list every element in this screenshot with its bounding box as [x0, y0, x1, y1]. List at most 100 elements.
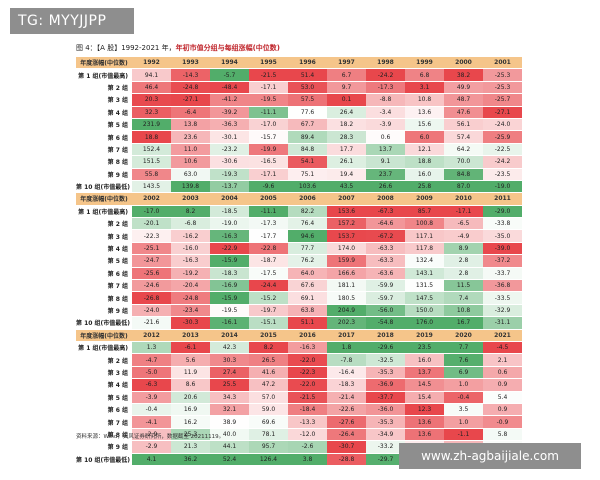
watermark-bottom-label: www.zh-agbaijiale.com	[399, 443, 581, 469]
value-cell: -3.9	[132, 391, 171, 404]
value-cell: 13.6	[405, 415, 444, 429]
value-cell: 77.6	[288, 106, 327, 119]
value-cell: 94.6	[288, 229, 327, 243]
value-cell: 14.5	[405, 378, 444, 392]
value-cell: 131.5	[405, 279, 444, 293]
value-cell: 15.4	[405, 391, 444, 404]
value-cell: 11.5	[444, 279, 483, 293]
figure-title-prefix: 图 4：【A 股】1992-2021 年，	[76, 44, 176, 52]
value-cell: 47.6	[444, 106, 483, 119]
table-row: 第 9 组 -24.0 -23.4 -19.5 -19.7 63.8 204.9 -56.0 1…	[76, 304, 522, 318]
table-row: 第 1 组(市值最高) 94.1 -14.3 -5.7 -21.5 51.4 6.7 -24.…	[76, 68, 522, 82]
value-cell: 67.6	[288, 279, 327, 293]
value-cell: 1.8	[327, 341, 366, 355]
value-cell: -3.9	[366, 118, 405, 132]
value-cell: 63.8	[288, 304, 327, 318]
value-cell: -18.3	[210, 267, 249, 281]
value-cell: 76.4	[288, 217, 327, 231]
group-label-cell: 第 8 组	[76, 291, 132, 305]
group-label-cell: 第 4 组	[76, 242, 132, 256]
header-label-cell: 年度涨幅(中位数)	[76, 192, 132, 206]
value-cell: -17.0	[249, 118, 288, 132]
value-cell: 84.8	[444, 168, 483, 181]
group-label-cell: 第 5 组	[76, 391, 132, 404]
value-cell: -48.4	[210, 81, 249, 95]
value-cell: 32.1	[210, 403, 249, 417]
group-label-cell: 第 9 组	[76, 168, 132, 181]
value-cell: 95.7	[249, 440, 288, 454]
value-cell: -24.0	[483, 118, 522, 132]
value-cell: 8.2	[249, 341, 288, 355]
value-cell: -36.3	[210, 118, 249, 132]
value-cell: 41.6	[249, 366, 288, 380]
year-header-cell: 1999	[405, 57, 444, 70]
value-cell: 117.8	[405, 242, 444, 256]
value-cell: 8.6	[171, 378, 210, 392]
value-cell: 7.4	[444, 291, 483, 305]
value-cell: 42.3	[210, 341, 249, 355]
group-label-cell: 第 1 组(市值最高)	[76, 341, 132, 355]
value-cell: 20.3	[132, 93, 171, 107]
value-cell: -35.0	[483, 229, 522, 243]
value-cell: 174.0	[327, 242, 366, 256]
value-cell: 132.4	[405, 254, 444, 268]
table-row: 第 2 组 -20.1 -6.8 -19.0 -17.3 76.4 157.2 -64.6 10…	[76, 217, 522, 231]
value-cell: -30.7	[327, 440, 366, 454]
value-cell: 2.1	[483, 353, 522, 367]
value-cell: 143.1	[405, 267, 444, 281]
value-cell: -17.1	[444, 205, 483, 219]
value-cell: -33.2	[366, 440, 405, 454]
value-cell: 75.1	[288, 168, 327, 181]
table-row: 第 6 组 -0.4 16.9 32.1 59.0 -18.4 -22.6 -36.0 12.3…	[76, 403, 522, 417]
year-header-cell: 2014	[210, 329, 249, 343]
value-cell: -26.8	[132, 291, 171, 305]
value-cell: -19.2	[171, 267, 210, 281]
group-label-cell: 第 6 组	[76, 267, 132, 281]
table-row: 第 9 组 55.8 63.0 -19.3 -17.1 75.1 19.4 23.7 16.0 8…	[76, 168, 522, 181]
value-cell: 0.9	[483, 378, 522, 392]
group-label-cell: 第 2 组	[76, 353, 132, 367]
value-cell: 13.8	[171, 118, 210, 132]
year-header-cell: 1994	[210, 57, 249, 70]
value-cell: -4.7	[132, 353, 171, 367]
value-cell: -24.0	[132, 304, 171, 318]
value-cell: 26.6	[366, 180, 405, 194]
value-cell: 19.4	[327, 168, 366, 181]
year-header-cell: 2006	[288, 192, 327, 206]
value-cell: 44.1	[210, 440, 249, 454]
group-label-cell: 第 3 组	[76, 93, 132, 107]
value-cell: 2.8	[444, 254, 483, 268]
value-cell: 10.6	[171, 155, 210, 169]
value-cell: 78.1	[249, 428, 288, 442]
value-cell: -0.4	[444, 391, 483, 404]
value-cell: -16.5	[249, 155, 288, 169]
year-header-cell: 2012	[132, 329, 171, 343]
value-cell: 3.1	[405, 81, 444, 95]
value-cell: 25.8	[405, 180, 444, 194]
value-cell: -11.1	[249, 205, 288, 219]
value-cell: 176.0	[405, 316, 444, 330]
value-cell: 55.8	[132, 168, 171, 181]
year-header-cell: 2016	[288, 329, 327, 343]
value-cell: 16.2	[171, 415, 210, 429]
value-cell: -24.7	[132, 254, 171, 268]
group-label-cell: 第 4 组	[76, 106, 132, 119]
value-cell: -20.4	[171, 279, 210, 293]
table-row: 第 2 组 -4.7 5.6 30.3 26.5 -22.0 -7.8 -32.5 16.0 7.…	[76, 353, 522, 367]
value-cell: -39.2	[210, 106, 249, 119]
value-cell: -14.3	[171, 68, 210, 82]
value-cell: -16.3	[288, 341, 327, 355]
value-cell: -25.6	[132, 267, 171, 281]
value-cell: 25.3	[171, 428, 210, 442]
table-row: 第 1 组(市值最高) 1.3 -6.1 42.3 8.2 -16.3 1.8 -29.6 23…	[76, 341, 522, 355]
value-cell: -25.3	[483, 81, 522, 95]
value-cell: -30.6	[210, 155, 249, 169]
value-cell: -27.6	[327, 415, 366, 429]
value-cell: -19.3	[210, 168, 249, 181]
value-cell: 3.8	[288, 453, 327, 466]
value-cell: 27.4	[210, 366, 249, 380]
value-cell: 6.8	[405, 68, 444, 82]
value-cell: 180.5	[327, 291, 366, 305]
value-cell: -16.3	[210, 229, 249, 243]
value-cell: -18.3	[327, 378, 366, 392]
